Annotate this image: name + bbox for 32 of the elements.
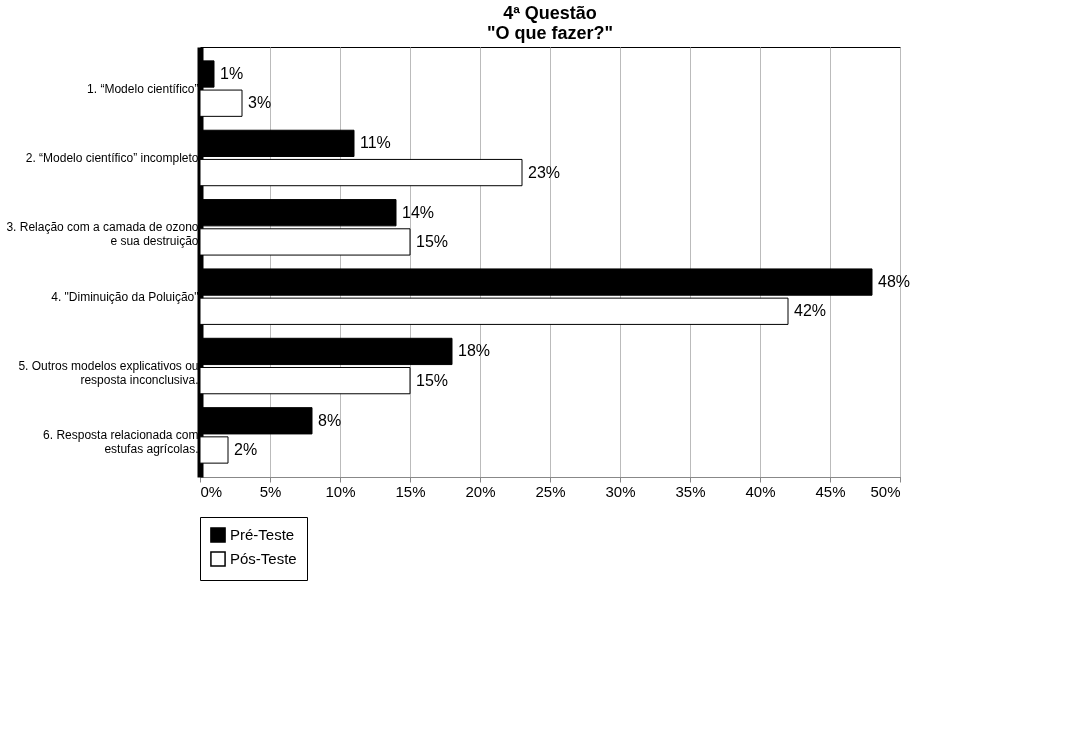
x-tick-label: 0% <box>200 482 223 500</box>
data-label: 2% <box>234 440 258 458</box>
data-label: 48% <box>878 273 911 291</box>
x-tick-label: 15% <box>395 482 426 500</box>
x-tick-label: 20% <box>465 482 496 500</box>
data-label: 23% <box>528 163 561 181</box>
x-tick-label: 30% <box>605 482 636 500</box>
y-tick-label: 3. Relação com a camada de ozono e sua destruição <box>6 220 199 249</box>
legend-label: Pós-Teste <box>230 550 297 567</box>
y-tick-label: 4. "Diminuição da Poluição" <box>51 289 199 304</box>
legend-label: Pré-Teste <box>230 526 295 543</box>
y-tick-label: 1. “Modelo científico” <box>87 81 199 96</box>
x-tick-label: 50% <box>870 482 901 500</box>
data-label: 8% <box>318 411 342 429</box>
y-tick-label: 2. “Modelo científico” incompleto <box>25 150 199 165</box>
x-tick-label: 10% <box>325 482 356 500</box>
y-tick-label: 5. Outros modelos explicativos ou resposta inconclusiva. <box>18 359 199 388</box>
x-tick-label: 25% <box>535 482 566 500</box>
x-tick-label: 5% <box>259 482 282 500</box>
y-tick-label: 6. Resposta relacionada com estufas agrícolas. <box>43 428 199 457</box>
x-tick-label: 35% <box>675 482 706 500</box>
data-label: 14% <box>402 203 435 221</box>
data-label: 11% <box>360 134 391 152</box>
data-label: 15% <box>416 232 449 250</box>
x-tick-label: 40% <box>745 482 776 500</box>
data-label: 15% <box>416 371 449 389</box>
data-label: 3% <box>248 94 272 112</box>
chart-title: 4ª Questão "O que fazer?" <box>486 3 614 43</box>
x-tick-label: 45% <box>815 482 846 500</box>
data-label: 18% <box>458 342 491 360</box>
data-label: 42% <box>794 302 827 320</box>
data-label: 1% <box>220 65 244 83</box>
